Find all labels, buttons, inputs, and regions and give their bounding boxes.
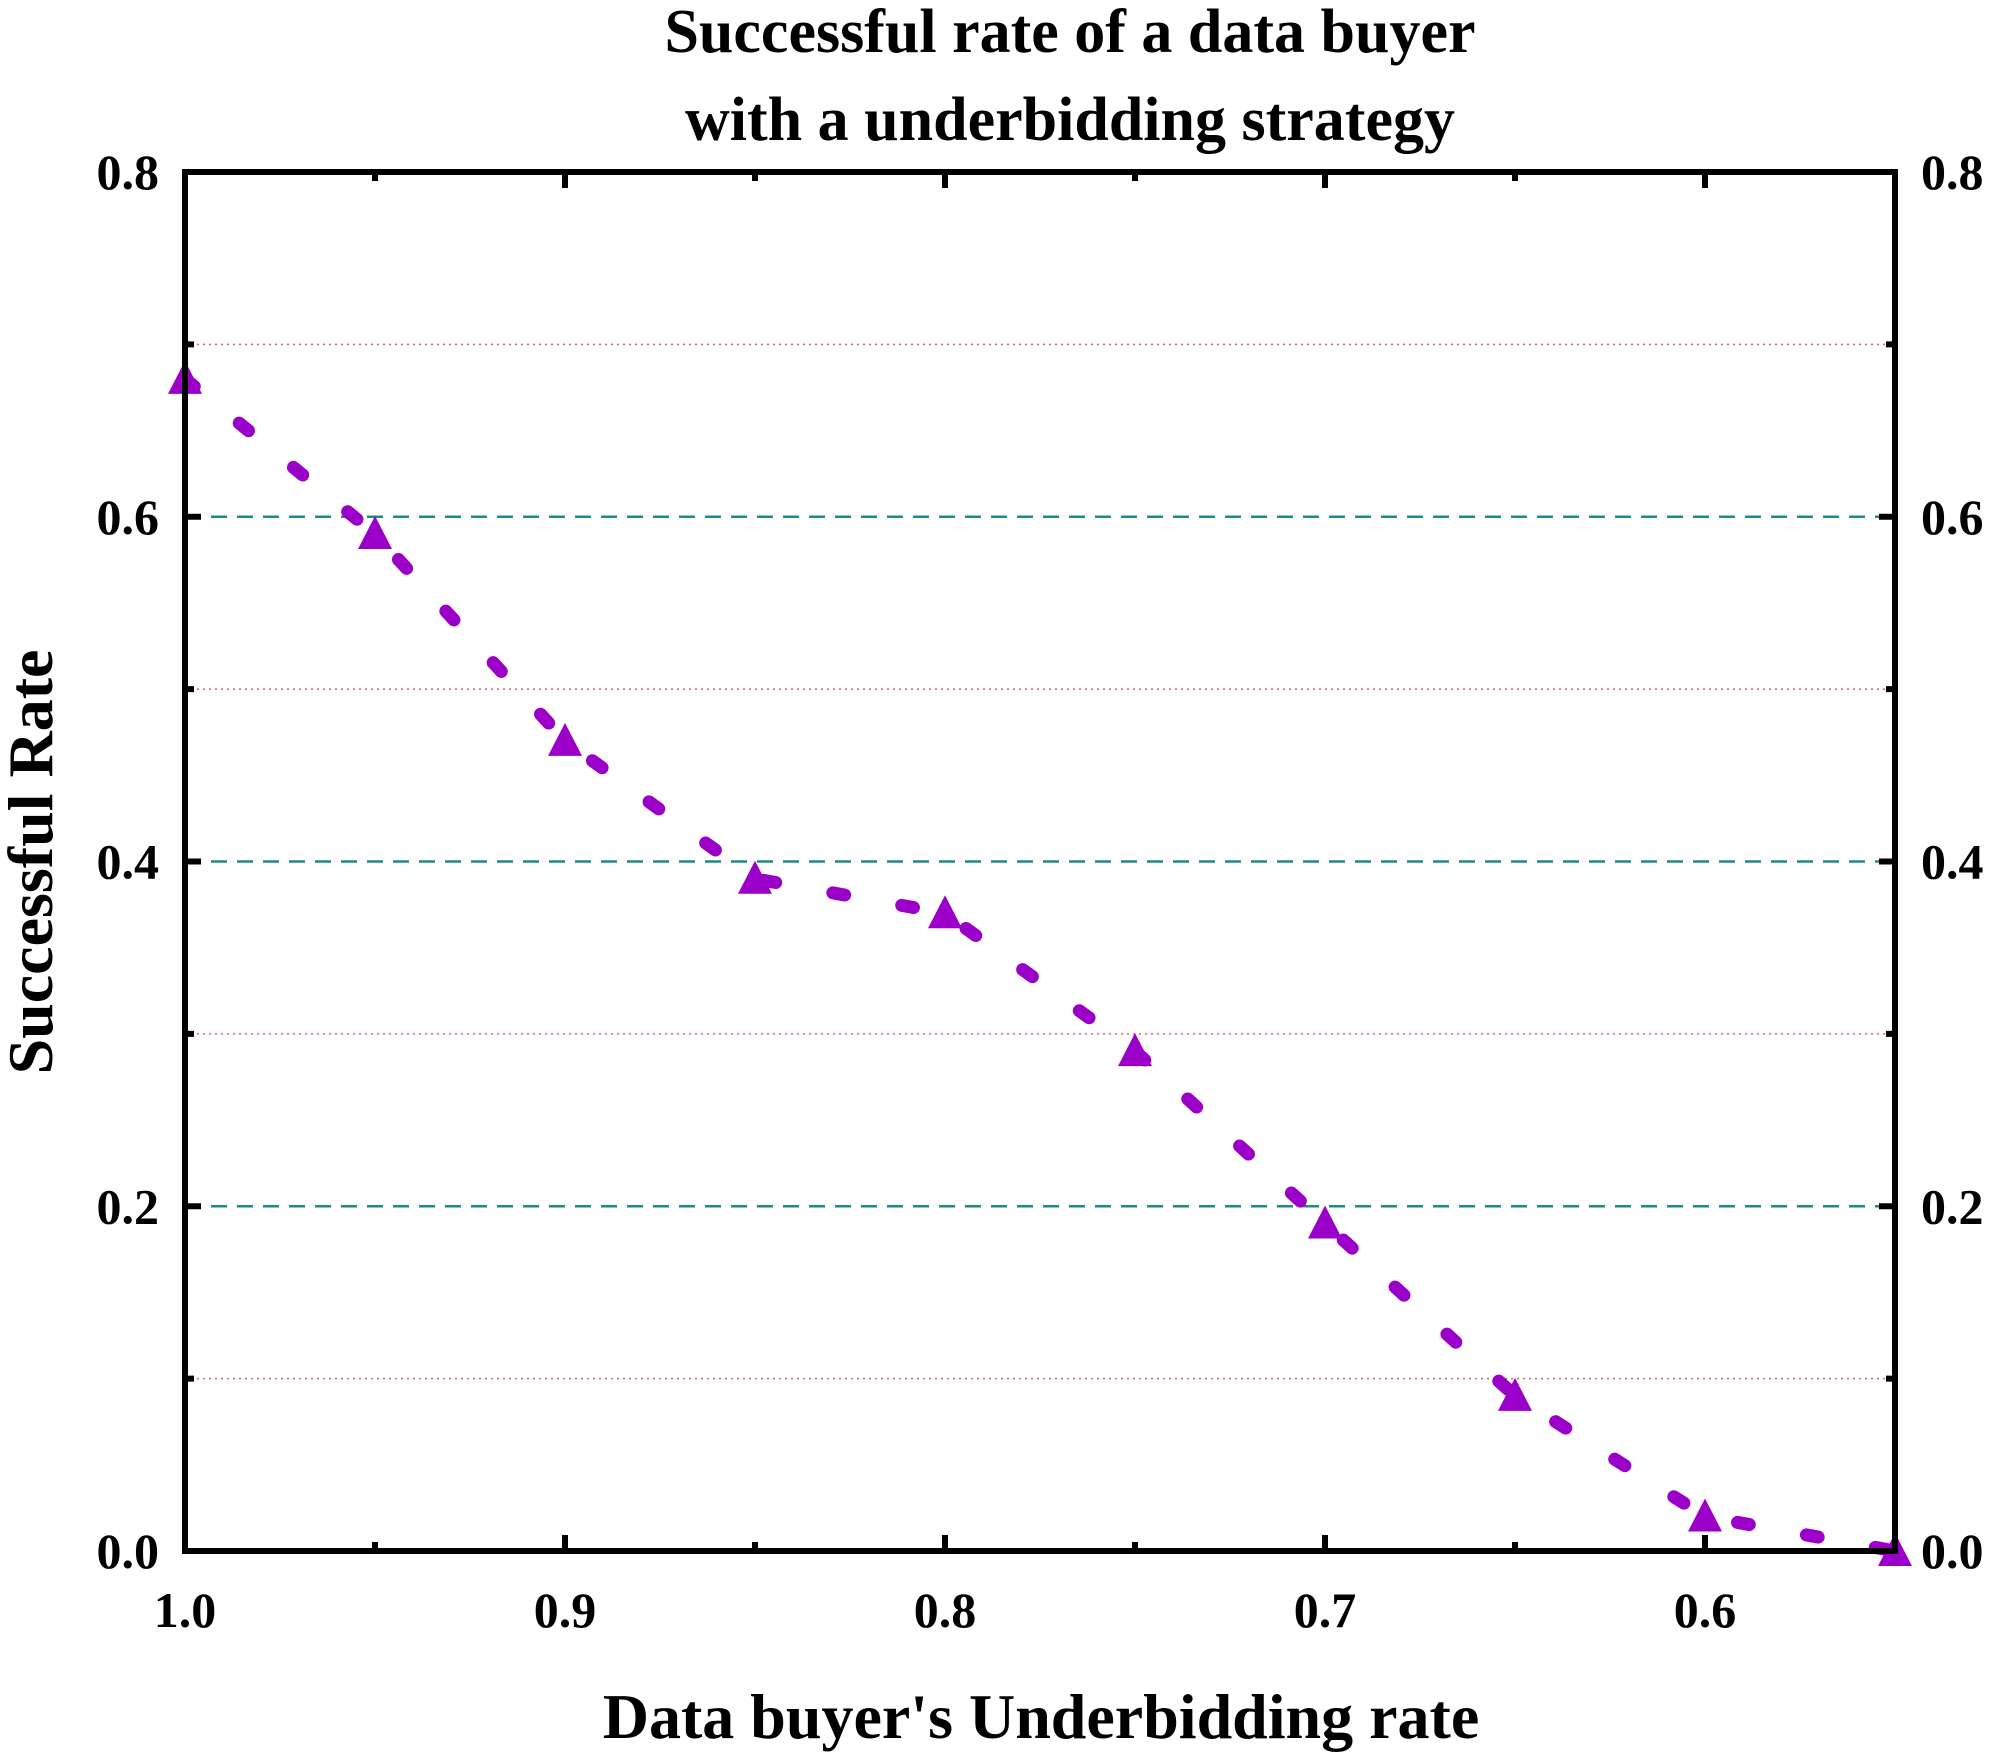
- y-tick-label: 0.0: [97, 1523, 160, 1579]
- y-tick-label-right: 0.2: [1921, 1178, 1984, 1234]
- data-point-marker: [1688, 1498, 1722, 1532]
- axis-ticks: [182, 169, 1895, 1554]
- y-tick-label-right: 0.4: [1921, 834, 1984, 890]
- data-point-marker: [1308, 1205, 1342, 1239]
- y-tick-label: 0.8: [97, 144, 160, 200]
- x-tick-label: 1.0: [154, 1582, 217, 1638]
- y-axis-label: Successful Rate: [0, 650, 66, 1075]
- series-line: [178, 372, 1902, 1558]
- tick-labels: 1.0 0.9 0.8 0.7 0.6 0.0 0.0 0.2 0.2 0.4 0.4 0.6 0.6 0…: [97, 144, 1984, 1638]
- y-tick-label: 0.6: [97, 489, 160, 545]
- y-tick-label: 0.4: [97, 834, 160, 890]
- chart-title-line-1: Successful rate of a data buyer: [664, 0, 1475, 66]
- plot-frame: [182, 169, 1898, 1554]
- chart-title-line-2: with a underbidding strategy: [685, 86, 1455, 154]
- data-point-marker: [548, 722, 582, 756]
- x-axis-label: Data buyer's Underbidding rate: [603, 1681, 1480, 1752]
- data-point-marker: [1118, 1033, 1152, 1067]
- x-tick-label: 0.8: [914, 1582, 977, 1638]
- data-point-marker: [738, 860, 772, 894]
- y-tick-label: 0.2: [97, 1178, 160, 1234]
- y-tick-label-right: 0.6: [1921, 489, 1984, 545]
- y-tick-label-right: 0.0: [1921, 1523, 1984, 1579]
- chart-title: Successful rate of a data buyer with a u…: [664, 0, 1475, 154]
- grid: [185, 343, 1895, 1380]
- data-point-marker: [358, 515, 392, 549]
- x-tick-label: 0.7: [1294, 1582, 1357, 1638]
- x-tick-label: 0.6: [1674, 1582, 1737, 1638]
- data-point-marker: [1498, 1377, 1532, 1411]
- series: [168, 360, 1912, 1566]
- y-tick-label-right: 0.8: [1921, 144, 1984, 200]
- x-tick-label: 0.9: [534, 1582, 597, 1638]
- data-point-marker: [928, 895, 962, 929]
